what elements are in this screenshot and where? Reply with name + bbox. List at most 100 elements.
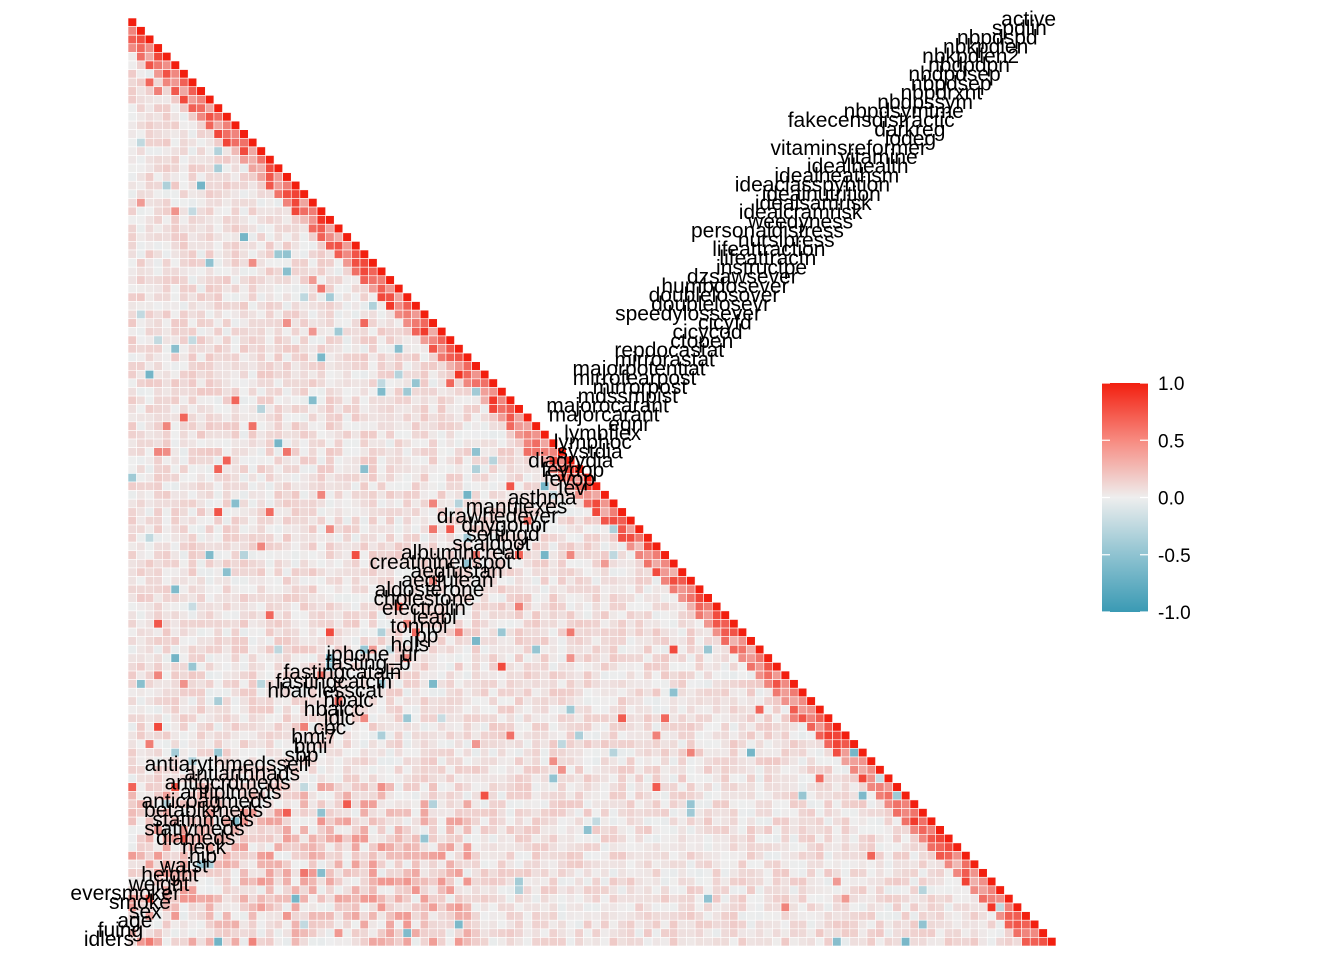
heatmap-cell (162, 705, 172, 715)
heatmap-cell (548, 584, 558, 594)
heatmap-cell (239, 223, 249, 234)
heatmap-cell (729, 833, 739, 844)
heatmap-cell (290, 481, 301, 491)
heatmap-cell (162, 653, 172, 663)
heatmap-cell (359, 833, 369, 844)
heatmap-cell (402, 438, 412, 448)
heatmap-cell (144, 60, 155, 70)
heatmap-cell (153, 524, 163, 534)
heatmap-cell (394, 395, 404, 405)
heatmap-cell (488, 404, 498, 414)
heatmap-cell (144, 507, 155, 517)
heatmap-cell (454, 361, 464, 371)
heatmap-cell (677, 584, 687, 594)
heatmap-cell (617, 730, 627, 741)
heatmap-cell (299, 816, 309, 826)
heatmap-cell (316, 868, 326, 878)
heatmap-cell (797, 748, 808, 758)
heatmap-cell (437, 352, 447, 362)
heatmap-cell (153, 60, 163, 70)
heatmap-cell (660, 662, 670, 672)
heatmap-cell (127, 516, 137, 526)
heatmap-cell (394, 327, 404, 337)
heatmap-cell (754, 756, 765, 766)
heatmap-cell (248, 584, 258, 594)
heatmap-cell (308, 773, 318, 784)
heatmap-cell (437, 825, 447, 835)
heatmap-cell (703, 705, 713, 715)
heatmap-cell (746, 833, 756, 844)
heatmap-cell (136, 687, 146, 698)
heatmap-cell (462, 438, 472, 448)
heatmap-cell (548, 576, 558, 586)
heatmap-cell (789, 765, 799, 775)
heatmap-cell (196, 241, 206, 251)
heatmap-cell (617, 584, 627, 594)
heatmap-cell (737, 722, 747, 732)
heatmap-cell (763, 679, 773, 689)
heatmap-cell (479, 464, 490, 474)
heatmap-cell (428, 430, 438, 440)
heatmap-cell (299, 344, 309, 354)
heatmap-cell (213, 180, 223, 191)
heatmap-cell (488, 412, 498, 423)
heatmap-cell (265, 318, 275, 328)
heatmap-cell (583, 782, 593, 792)
heatmap-cell (737, 636, 747, 646)
heatmap-cell (213, 601, 223, 612)
heatmap-cell (308, 627, 318, 637)
heatmap-cell (213, 550, 223, 560)
heatmap-cell (144, 644, 155, 655)
heatmap-cell (591, 713, 601, 723)
heatmap-cell (222, 601, 232, 612)
heatmap-cell (686, 833, 696, 844)
heatmap-cell (574, 524, 584, 534)
heatmap-cell (205, 627, 215, 637)
heatmap-cell (170, 516, 180, 526)
heatmap-cell (428, 825, 438, 835)
heatmap-cell (462, 481, 472, 491)
heatmap-cell (858, 799, 868, 809)
heatmap-cell (239, 249, 249, 259)
heatmap-cell (179, 275, 189, 285)
heatmap-cell (265, 378, 275, 388)
heatmap-cell (187, 464, 198, 474)
heatmap-cell (454, 756, 464, 766)
heatmap-cell (308, 481, 318, 491)
heatmap-cell (608, 610, 619, 620)
heatmap-cell (230, 601, 241, 612)
heatmap-cell (213, 395, 223, 405)
heatmap-cell (222, 327, 232, 337)
heatmap-cell (179, 241, 189, 251)
heatmap-cell (273, 473, 283, 483)
heatmap-cell (479, 404, 490, 414)
heatmap-cell (411, 670, 421, 680)
heatmap-cell (540, 653, 550, 663)
heatmap-cell (488, 739, 498, 749)
heatmap-cell (299, 601, 309, 612)
heatmap-cell (316, 559, 326, 569)
heatmap-cell (660, 687, 670, 698)
heatmap-cell (411, 421, 421, 431)
heatmap-cell (265, 644, 275, 655)
heatmap-cell (256, 335, 266, 345)
heatmap-cell (548, 567, 558, 577)
heatmap-cell (179, 627, 189, 637)
heatmap-cell (153, 679, 163, 689)
heatmap-cell (376, 868, 387, 878)
heatmap-cell (866, 799, 876, 809)
heatmap-cell (144, 481, 155, 491)
heatmap-cell (548, 851, 558, 861)
heatmap-cell (196, 172, 206, 182)
heatmap-cell (548, 765, 558, 775)
heatmap-cell (651, 748, 662, 758)
heatmap-cell (711, 627, 722, 637)
heatmap-cell (462, 851, 472, 861)
heatmap-cell (256, 833, 266, 844)
heatmap-cell (239, 395, 249, 405)
heatmap-cell (316, 344, 326, 354)
heatmap-cell (265, 627, 275, 637)
heatmap-cell (686, 670, 696, 680)
heatmap-cell (144, 69, 155, 79)
heatmap-cell (239, 138, 249, 148)
